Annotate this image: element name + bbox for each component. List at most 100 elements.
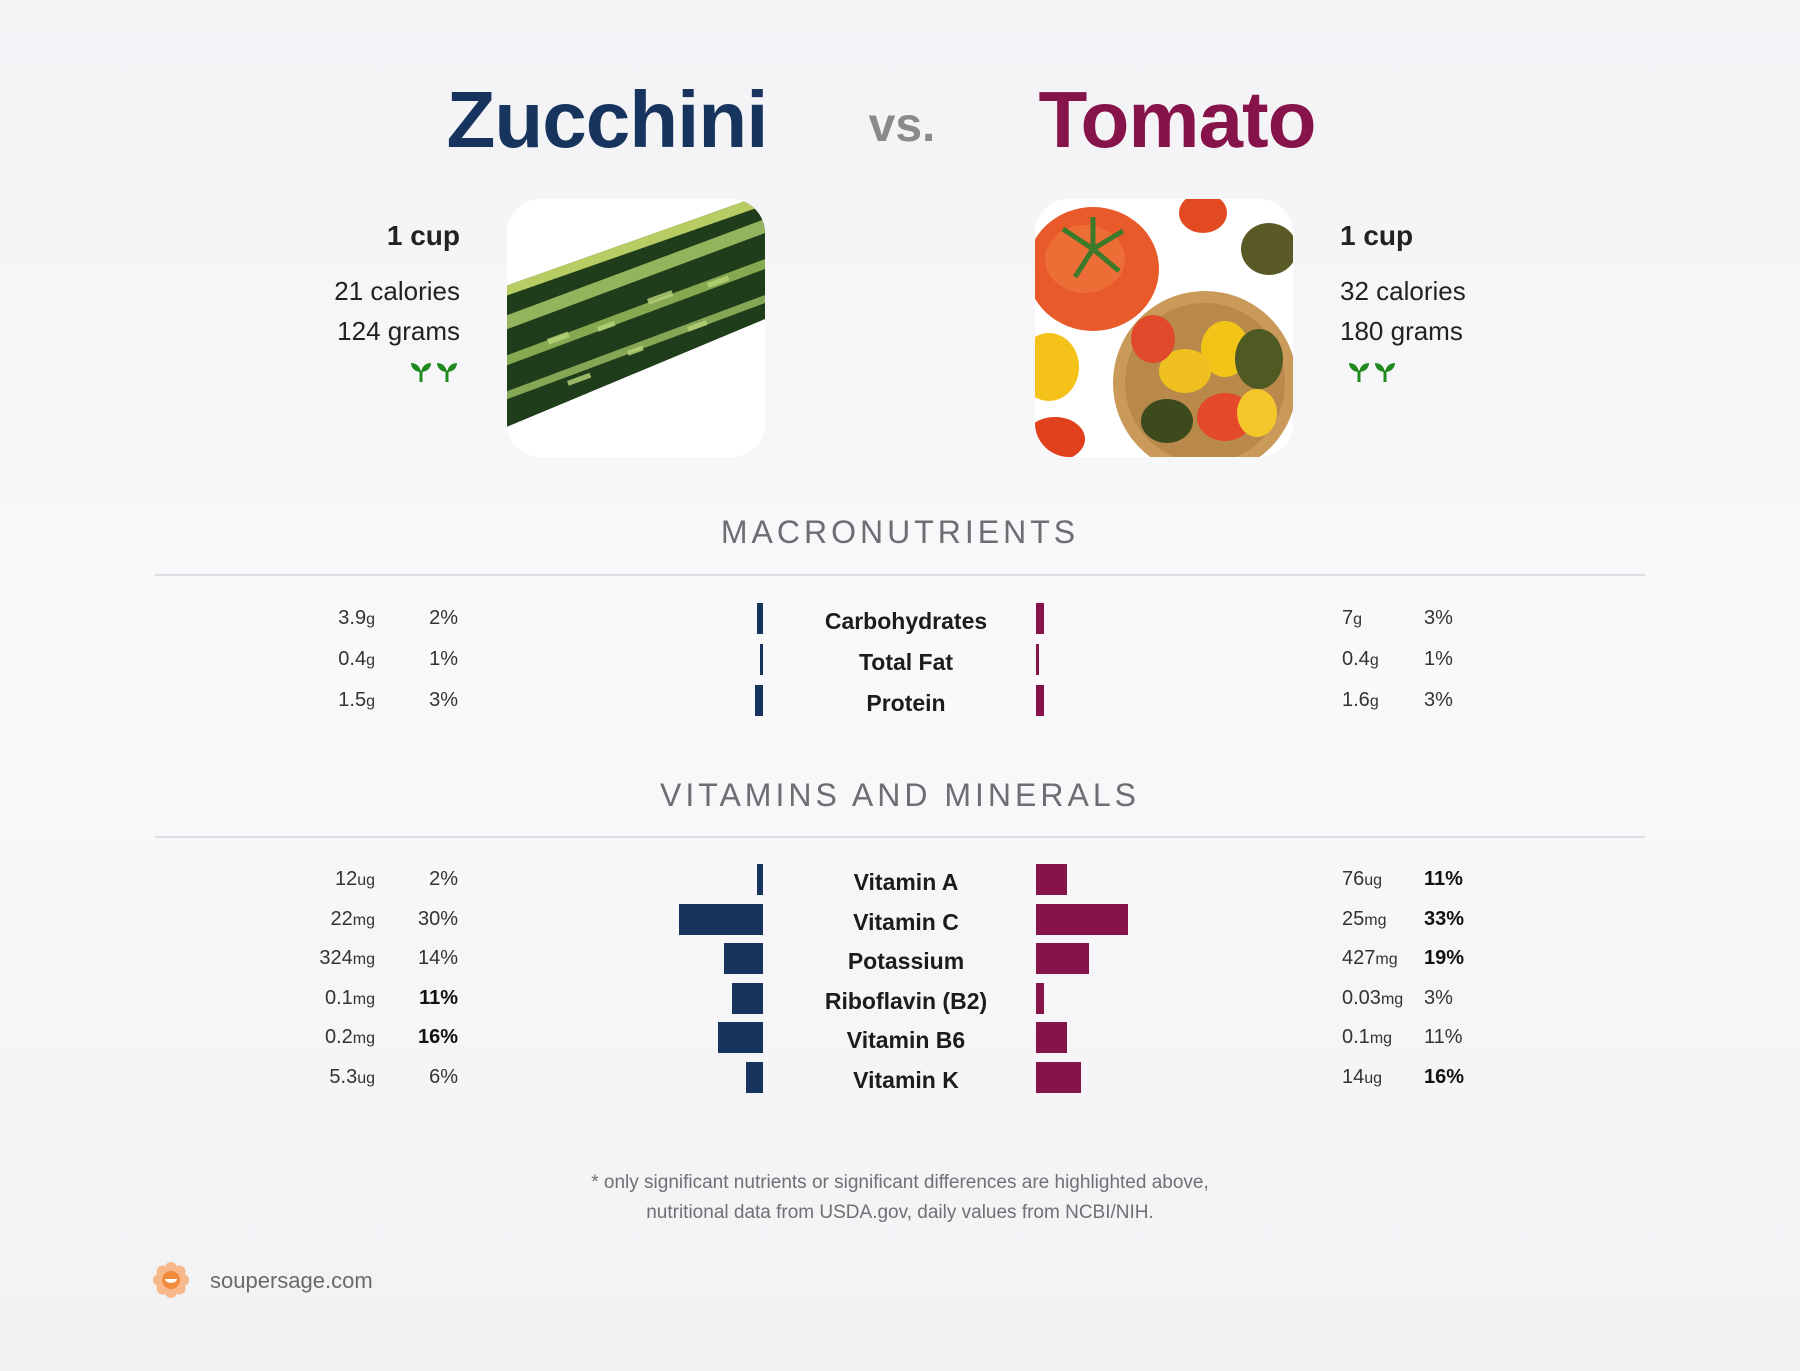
right-amount: 7g [1342, 607, 1462, 630]
right-percent: 11% [1424, 868, 1463, 890]
right-amount-unit: mg [1364, 911, 1387, 929]
left-amount-unit: ug [357, 1069, 375, 1087]
left-amount: 0.2mg [255, 1026, 375, 1049]
left-amount: 12ug [255, 868, 375, 891]
left-sprout-icons [160, 360, 460, 389]
left-amount-value: 0.1 [324, 986, 353, 1009]
nutrient-label: Riboflavin (B2) [824, 987, 988, 1014]
right-calories: 32 calories [1340, 276, 1466, 306]
macronutrients-heading: MACRONUTRIENTS [720, 514, 1080, 550]
right-amount-unit: ug [1364, 872, 1383, 889]
footnote-line-1: * only significant nutrients or signific… [591, 1172, 1209, 1193]
left-amount-unit: ug [357, 872, 375, 889]
right-serving: 1 cup [1340, 220, 1414, 251]
right-amount-value: 0.1 [1342, 1026, 1370, 1048]
left-calories: 21 calories [334, 276, 460, 306]
left-percent: 14% [417, 947, 458, 969]
left-amount: 0.4g [255, 648, 375, 671]
left-bar [723, 943, 763, 974]
right-amount-value: 25 [1342, 907, 1365, 930]
macro-divider [155, 574, 1645, 576]
left-amount: 3.9g [255, 607, 375, 630]
left-amount-unit: g [366, 611, 375, 628]
right-amount: 1.6g [1342, 689, 1462, 712]
right-percent: 3% [1424, 986, 1453, 1009]
left-percent: 11% [419, 986, 458, 1009]
right-bar [1036, 903, 1129, 935]
brand-link[interactable]: soupersage.com [210, 1268, 373, 1293]
left-amount-unit: mg [352, 911, 375, 929]
vitamins-heading: VITAMINS AND MINERALS [660, 777, 1140, 813]
left-amount-value: 12 [334, 868, 358, 890]
right-bar [1036, 1022, 1067, 1053]
right-amount: 76ug [1342, 868, 1462, 891]
left-food-title: Zucchini [446, 75, 769, 164]
right-grams: 180 grams [1340, 316, 1463, 346]
left-amount-value: 324 [319, 947, 353, 969]
right-amount: 0.03mg [1342, 987, 1462, 1010]
left-amount-unit: g [366, 652, 375, 669]
left-amount: 324mg [255, 947, 375, 970]
sprout-icon [1349, 363, 1369, 382]
left-amount: 0.1mg [255, 987, 375, 1010]
right-amount-value: 1.6 [1342, 689, 1370, 711]
left-amount-value: 3.9 [338, 607, 367, 629]
nutrient-label: Protein [866, 690, 946, 716]
left-percent: 30% [417, 907, 458, 930]
right-amount: 0.4g [1342, 648, 1462, 671]
footnote-line-2: nutritional data from USDA.gov, daily va… [646, 1202, 1154, 1223]
right-amount-unit: g [1353, 611, 1363, 628]
left-amount-value: 1.5 [338, 689, 367, 711]
right-bar [1036, 943, 1090, 974]
left-percent: 2% [429, 607, 458, 629]
left-amount-value: 22 [330, 907, 353, 930]
right-amount-value: 7 [1342, 607, 1354, 629]
nutrient-label: Vitamin B6 [846, 1027, 966, 1053]
left-amount-unit: g [366, 693, 375, 710]
left-amount-value: 0.4 [338, 648, 367, 670]
right-amount-unit: mg [1375, 951, 1398, 968]
left-serving: 1 cup [386, 220, 460, 251]
left-bar [732, 982, 763, 1014]
right-amount-unit: g [1369, 652, 1379, 669]
nutrient-label: Carbohydrates [824, 608, 988, 634]
soupersage-logo-icon [153, 1262, 189, 1298]
right-amount-value: 14 [1342, 1065, 1365, 1088]
right-percent: 16% [1424, 1065, 1465, 1088]
nutrient-label: Vitamin K [853, 1066, 959, 1093]
sprout-icon [437, 363, 457, 382]
right-bar [1036, 864, 1067, 895]
left-bar [757, 603, 763, 634]
right-amount-unit: g [1369, 693, 1379, 710]
left-amount: 1.5g [255, 689, 375, 712]
right-amount-value: 76 [1342, 868, 1365, 890]
zucchini-image [507, 199, 765, 457]
right-amount-unit: ug [1364, 1069, 1383, 1087]
sprout-icon [411, 363, 431, 382]
sprout-icon [1375, 363, 1395, 382]
right-bar [1036, 1061, 1081, 1093]
right-percent: 33% [1424, 907, 1465, 930]
left-amount: 5.3ug [255, 1066, 375, 1089]
vitamins-divider [155, 836, 1645, 838]
right-percent: 3% [1424, 689, 1453, 711]
left-percent: 16% [417, 1026, 458, 1048]
right-bar [1036, 982, 1045, 1014]
right-amount-unit: mg [1380, 990, 1404, 1008]
left-bar [760, 644, 763, 675]
right-amount-value: 427 [1342, 947, 1376, 969]
right-bar [1036, 603, 1045, 634]
right-food-title: Tomato [1038, 75, 1317, 164]
right-amount: 14ug [1342, 1066, 1462, 1089]
right-sprout-icons [1340, 360, 1640, 389]
left-amount-unit: mg [352, 1030, 375, 1047]
left-bar [679, 903, 763, 935]
left-amount-value: 5.3 [329, 1065, 358, 1088]
vs-label: vs. [868, 99, 936, 152]
right-amount-value: 0.4 [1342, 648, 1370, 670]
left-percent: 3% [429, 689, 458, 711]
left-amount-value: 0.2 [324, 1026, 353, 1048]
left-amount-unit: mg [352, 990, 375, 1008]
left-percent: 2% [429, 868, 458, 890]
left-percent: 1% [429, 648, 458, 670]
